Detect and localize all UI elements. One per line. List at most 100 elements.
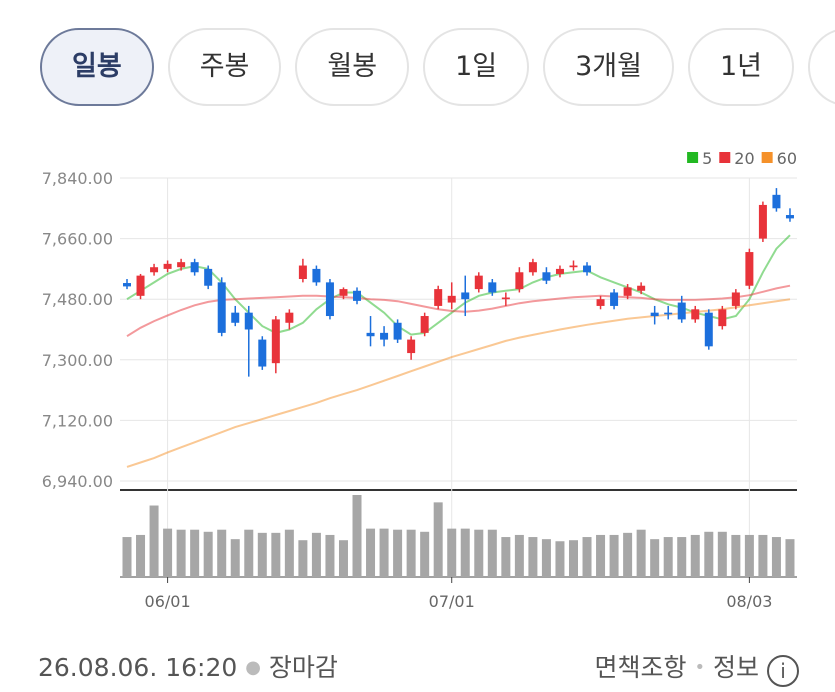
volume-bar: [163, 528, 173, 577]
volume-bar: [690, 534, 700, 577]
y-tick-label: 6,940.00: [42, 472, 113, 491]
candle-body: [758, 204, 767, 239]
volume-bar: [771, 537, 781, 577]
period-tab[interactable]: 일봉: [40, 28, 154, 106]
period-tabs: 일봉주봉월봉1일3개월1년3년: [40, 28, 835, 108]
volume-bar: [528, 537, 538, 577]
volume-bar: [284, 529, 294, 577]
x-tick-label: 06/01: [145, 592, 191, 611]
volume-bar: [420, 531, 430, 577]
candle-body: [664, 312, 673, 315]
volume-bar: [460, 528, 470, 577]
candle-body: [745, 252, 754, 286]
candle-body: [542, 272, 551, 281]
volume-bar: [704, 531, 714, 577]
candle-body: [501, 297, 510, 300]
candle-body: [569, 265, 578, 268]
volume-bar: [176, 529, 186, 577]
volume-bar: [393, 529, 403, 577]
candle-body: [718, 309, 727, 327]
volume-bar: [636, 529, 646, 577]
volume-bar: [487, 529, 497, 577]
footer-left: 26.08.06. 16:20 ● 장마감: [38, 648, 338, 684]
candle-body: [258, 339, 267, 367]
y-tick-label: 7,300.00: [42, 351, 113, 370]
volume-bar: [555, 541, 565, 577]
volume-bar: [136, 534, 146, 577]
volume-bar: [338, 540, 348, 577]
volume-bar: [758, 534, 768, 577]
y-tick-label: 7,660.00: [42, 230, 113, 249]
candle-body: [217, 282, 226, 333]
market-status: 장마감: [268, 653, 338, 682]
candle-body: [366, 332, 375, 337]
candle-body: [312, 268, 321, 283]
candle-body: [434, 289, 443, 306]
candle-body: [528, 262, 537, 273]
dot: •: [694, 657, 706, 678]
candle-body: [610, 292, 619, 306]
volume-bar: [501, 537, 511, 577]
candle-body: [461, 292, 470, 300]
volume-bar: [271, 532, 281, 577]
info-icon[interactable]: i: [767, 655, 799, 687]
volume-bar: [149, 505, 159, 577]
period-tab[interactable]: 월봉: [295, 28, 410, 106]
candle-body: [271, 319, 280, 364]
period-tab[interactable]: 3개월: [543, 28, 674, 106]
candle-body: [704, 312, 713, 347]
x-tick-label: 07/01: [429, 592, 475, 611]
volume-bar: [744, 534, 754, 577]
volume-bar: [298, 540, 308, 577]
volume-bar: [582, 537, 592, 577]
y-tick-label: 7,480.00: [42, 290, 113, 309]
candle-body: [474, 275, 483, 290]
volume-bar: [244, 529, 254, 577]
y-tick-label: 7,840.00: [42, 169, 113, 188]
candle-body: [204, 268, 213, 286]
volume-bar: [122, 537, 132, 577]
y-tick-label: 7,120.00: [42, 411, 113, 430]
candle-body: [163, 263, 172, 269]
candle-body: [123, 283, 131, 287]
candle-body: [339, 289, 348, 296]
disclaimer-link[interactable]: 면책조항: [594, 653, 687, 682]
candle-body: [447, 295, 456, 303]
volume-bar: [257, 532, 267, 577]
volume-bar: [541, 539, 551, 577]
volume-bar: [433, 502, 443, 577]
candle-body: [231, 312, 240, 323]
legend-label: 60: [777, 149, 797, 168]
moving-average-line: [126, 234, 791, 336]
candle-body: [298, 265, 307, 279]
candle-body: [244, 312, 253, 330]
volume-bar: [650, 539, 660, 577]
candle-body: [380, 332, 389, 340]
info-link[interactable]: 정보: [713, 653, 760, 682]
volume-bar: [677, 537, 687, 577]
candle-body: [150, 267, 159, 273]
period-tab[interactable]: 주봉: [167, 28, 282, 106]
volume-bar: [609, 534, 619, 577]
volume-bar: [474, 529, 484, 577]
volume-bar: [366, 528, 376, 577]
candle-body: [583, 265, 592, 273]
volume-bar: [230, 539, 240, 577]
candle-body: [325, 282, 334, 317]
volume-bar: [203, 531, 213, 577]
candle-body: [190, 262, 199, 273]
moving-average-line: [126, 284, 791, 338]
volume-bar: [785, 539, 795, 577]
volume-bar: [352, 495, 362, 577]
period-tab[interactable]: 1년: [687, 28, 794, 106]
volume-bar: [663, 537, 673, 577]
candle-body: [555, 268, 564, 274]
candle-body: [677, 302, 686, 320]
candle-body: [393, 322, 402, 340]
candle-body: [650, 312, 659, 317]
volume-bar: [731, 534, 741, 577]
legend-label: 5: [702, 149, 712, 168]
candle-body: [488, 282, 497, 293]
period-tab[interactable]: 1일: [423, 28, 530, 106]
